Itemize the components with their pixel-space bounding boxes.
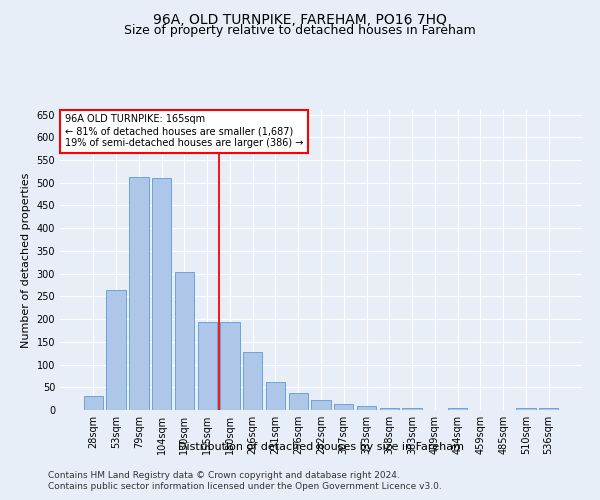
Bar (357, 406, 376, 410)
Bar (380, 408, 399, 410)
Bar (220, 322, 239, 410)
Text: 96A OLD TURNPIKE: 165sqm
← 81% of detached houses are smaller (1,687)
19% of sem: 96A OLD TURNPIKE: 165sqm ← 81% of detach… (65, 114, 304, 148)
Bar (175, 272, 194, 410)
Bar (106, 290, 126, 410)
Text: Distribution of detached houses by size in Fareham: Distribution of detached houses by size … (178, 442, 464, 452)
Text: Contains public sector information licensed under the Open Government Licence v3: Contains public sector information licen… (48, 482, 442, 491)
Bar (243, 352, 262, 410)
Y-axis label: Number of detached properties: Number of detached properties (21, 172, 31, 348)
Text: Contains HM Land Registry data © Crown copyright and database right 2024.: Contains HM Land Registry data © Crown c… (48, 471, 400, 480)
Text: Size of property relative to detached houses in Fareham: Size of property relative to detached ho… (124, 24, 476, 37)
Bar (84, 396, 103, 410)
Bar (152, 178, 172, 410)
Bar (448, 408, 467, 410)
Bar (289, 393, 308, 410)
Bar (403, 408, 422, 410)
Bar (266, 382, 285, 410)
Bar (516, 408, 536, 410)
Bar (129, 178, 149, 410)
Bar (197, 322, 217, 410)
Text: 96A, OLD TURNPIKE, FAREHAM, PO16 7HQ: 96A, OLD TURNPIKE, FAREHAM, PO16 7HQ (153, 12, 447, 26)
Bar (334, 404, 353, 410)
Bar (539, 408, 558, 410)
Bar (311, 400, 331, 410)
